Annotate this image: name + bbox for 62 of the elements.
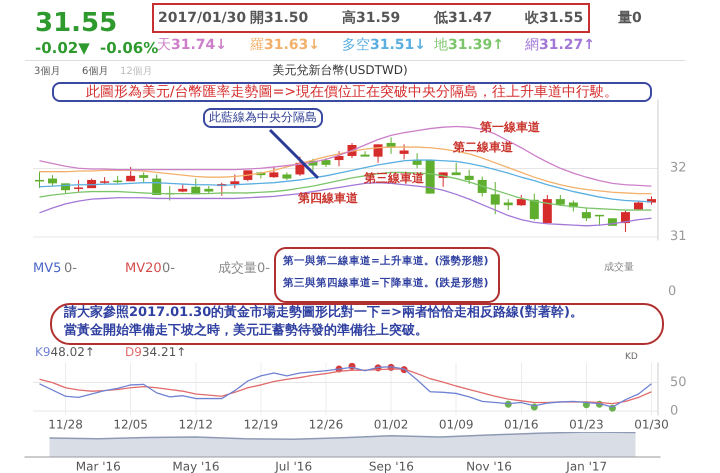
- text: 31.51↓: [370, 37, 426, 53]
- x-tick-label: 12/05: [113, 417, 148, 432]
- text: -0.06%: [100, 39, 158, 58]
- text: -0.02▼: [35, 39, 90, 58]
- text: 低31.47: [434, 10, 492, 26]
- x-tick-label: 01/02: [374, 417, 408, 432]
- x-tick-label: May '16: [172, 459, 220, 473]
- x-tick-label: 01/09: [438, 417, 474, 432]
- annotation: 此藍線為中央分隔島: [203, 108, 323, 128]
- x-tick-label: Jul '16: [274, 459, 312, 473]
- text: 34.21↑: [142, 345, 186, 359]
- text: KD: [625, 352, 638, 362]
- text: 多空: [342, 37, 370, 53]
- annotation: 第四線車道: [298, 191, 358, 206]
- text: 31.55: [35, 8, 118, 39]
- text: 成交量0-: [218, 261, 270, 277]
- x-tick-label: 01/30: [634, 417, 669, 432]
- annotation: 第三線車道: [364, 171, 424, 186]
- annotation: 第一線車道: [480, 120, 540, 135]
- text: 收31.55: [525, 10, 584, 26]
- text: 地: [434, 37, 448, 53]
- y-tick-label: 50: [670, 375, 687, 390]
- text: 48.02↑: [50, 345, 95, 359]
- x-tick-label: 12/12: [178, 417, 214, 432]
- text: 羅: [250, 37, 264, 53]
- callout-outline: 請大家參照2017.01.30的黃金市場走勢圖形比對一下=>兩者恰恰走相反路線(對著幹)。 當黃金開始準備走下坡之時，美元正蓄勢待發的準備往上突破。: [50, 303, 664, 345]
- text: 31.27↑: [539, 37, 596, 53]
- x-tick-label: Nov '16: [466, 459, 512, 473]
- text: 3個月: [34, 66, 60, 78]
- text: 2017/01/30: [158, 10, 246, 26]
- x-tick-label: 12/19: [244, 417, 278, 432]
- y-tick-label: 0: [670, 403, 678, 418]
- text: MV20: [125, 261, 162, 277]
- annotation: 第二線車道: [453, 140, 513, 155]
- x-tick-label: Sep '16: [368, 459, 414, 473]
- x-tick-label: Mar '16: [76, 459, 121, 473]
- text: 0-: [64, 261, 77, 277]
- x-tick-label: 11/28: [48, 417, 83, 432]
- x-tick-label: Jan '17: [565, 459, 608, 473]
- text: 成交量: [604, 262, 634, 274]
- text: 網: [525, 37, 539, 53]
- text: MV5: [33, 261, 62, 277]
- text: 天: [157, 37, 171, 53]
- y-tick-label: 31: [670, 229, 687, 244]
- annotation: 此圖形為美元/台幣匯率走勢圖=>現在價位正在突破中央分隔島，往上升車道中行駛。: [52, 82, 652, 102]
- text: K9: [35, 345, 51, 359]
- text: 量0: [618, 10, 642, 26]
- text: 開31.50: [250, 10, 308, 26]
- x-tick-label: 01/23: [569, 417, 604, 432]
- text: 0-: [162, 261, 175, 277]
- text: 高31.59: [342, 10, 400, 26]
- callout-outline: 第一與第二線車道=上升車道。(漲勢形態) 第三與第四線車道=下降車道。(跌是形態): [274, 247, 500, 303]
- text: 12個月: [120, 66, 153, 78]
- text: D9: [125, 345, 142, 359]
- text: 6個月: [82, 66, 108, 78]
- text: 31.39↑: [448, 37, 504, 53]
- y-tick-label: 32: [670, 160, 687, 176]
- text: 31.63↓: [264, 37, 320, 53]
- x-tick-label: 12/26: [308, 417, 344, 432]
- x-tick-label: 01/16: [504, 417, 539, 432]
- chart-title: 美元兌新台幣(USDTWD): [272, 63, 408, 77]
- text: 31.74↓: [171, 37, 228, 53]
